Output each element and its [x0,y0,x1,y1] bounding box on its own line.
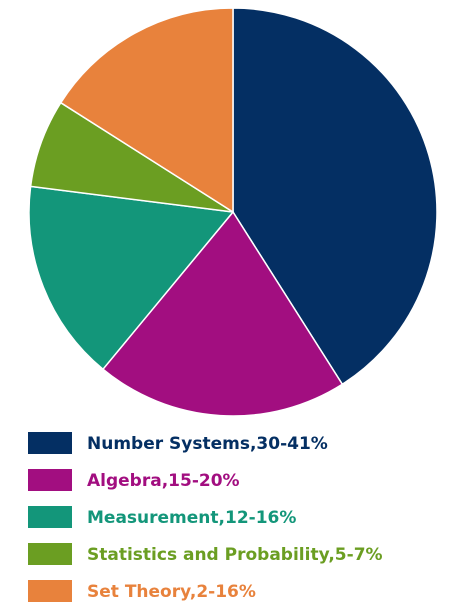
pie-slices [28,7,438,417]
legend-swatch-3 [28,543,72,565]
legend-label-2: Measurement,12-16% [87,508,296,528]
legend-label-4: Set Theory,2-16% [87,582,256,602]
pie-slice-4 [60,7,234,213]
legend: Number Systems,30-41% Algebra,15-20% Measu… [28,432,383,602]
legend-label-1: Algebra,15-20% [87,471,240,491]
legend-swatch-0 [28,432,72,454]
legend-label-3: Statistics and Probability,5-7% [87,545,383,565]
legend-label-0: Number Systems,30-41% [87,434,328,454]
legend-swatch-4 [28,580,72,602]
legend-swatch-1 [28,469,72,491]
pie-slice-0 [232,7,438,385]
legend-swatch-2 [28,506,72,528]
pie-slice-2 [28,185,234,370]
pie-slice-1 [102,211,344,417]
